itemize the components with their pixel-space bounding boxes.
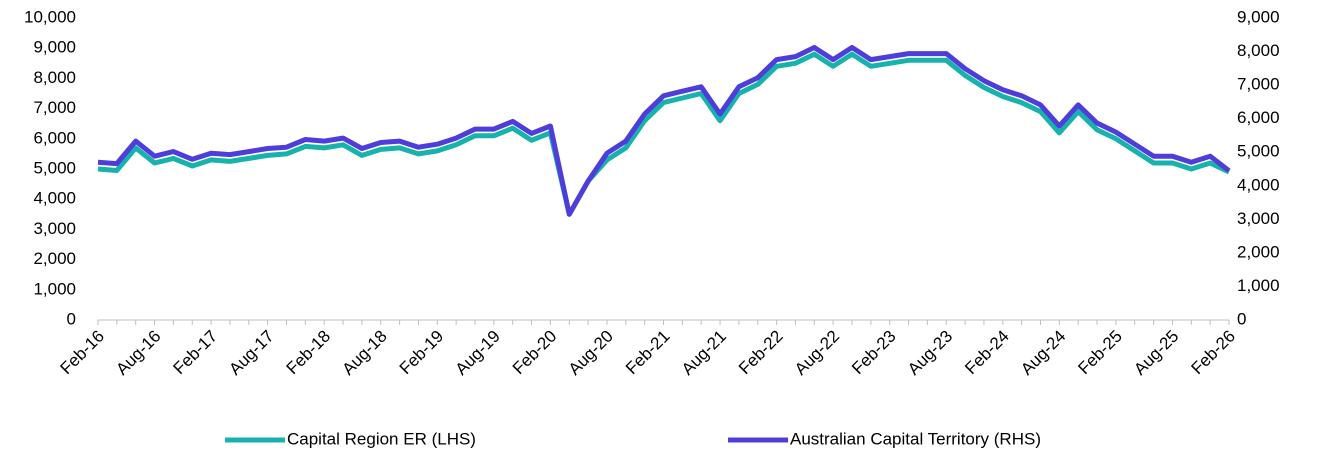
y2-tick-label: 8,000 [1237,41,1280,60]
y-tick-label: 10,000 [24,7,76,26]
y2-tick-label: 5,000 [1237,142,1280,161]
y2-tick-label: 7,000 [1237,75,1280,94]
x-tick-label: Aug-23 [904,327,956,379]
x-tick-label: Aug-25 [1130,327,1182,379]
x-tick-label: Aug-22 [791,327,843,379]
x-tick-label: Feb-17 [170,327,222,379]
x-tick-label: Aug-21 [678,327,730,379]
y-tick-label: 9,000 [33,38,76,57]
y-tick-label: 6,000 [33,128,76,147]
x-tick-label: Feb-24 [961,327,1013,379]
y2-tick-label: 2,000 [1237,242,1280,261]
y-tick-label: 1,000 [33,279,76,298]
series-line [97,45,1231,217]
x-tick-label: Aug-24 [1017,327,1069,379]
legend-label: Capital Region ER (LHS) [287,429,476,448]
y2-tick-label: 1,000 [1237,276,1280,295]
x-tick-label: Feb-16 [56,327,108,379]
x-tick-label: Feb-26 [1187,327,1239,379]
y-tick-label: 8,000 [33,68,76,87]
y-tick-label: 0 [67,309,76,328]
x-tick-label: Aug-16 [112,327,164,379]
y-tick-label: 4,000 [33,189,76,208]
y2-tick-label: 6,000 [1237,108,1280,127]
series-line [97,51,1231,217]
y2-tick-label: 9,000 [1237,7,1280,26]
x-tick-label: Feb-21 [622,327,674,379]
y-tick-label: 2,000 [33,249,76,268]
x-tick-label: Feb-23 [848,327,900,379]
x-tick-label: Aug-19 [452,327,504,379]
y2-tick-label: 3,000 [1237,209,1280,228]
y2-tick-label: 0 [1237,309,1246,328]
x-tick-label: Aug-17 [225,327,277,379]
x-tick-label: Feb-22 [735,327,787,379]
x-tick-label: Feb-18 [283,327,335,379]
y-tick-label: 5,000 [33,158,76,177]
x-tick-label: Feb-25 [1074,327,1126,379]
y-tick-label: 7,000 [33,98,76,117]
x-tick-label: Aug-20 [565,327,617,379]
x-tick-label: Aug-18 [339,327,391,379]
x-tick-label: Feb-19 [396,327,448,379]
y2-tick-label: 4,000 [1237,175,1280,194]
legend-label: Australian Capital Territory (RHS) [790,429,1041,448]
x-tick-label: Feb-20 [509,327,561,379]
y-tick-label: 3,000 [33,219,76,238]
